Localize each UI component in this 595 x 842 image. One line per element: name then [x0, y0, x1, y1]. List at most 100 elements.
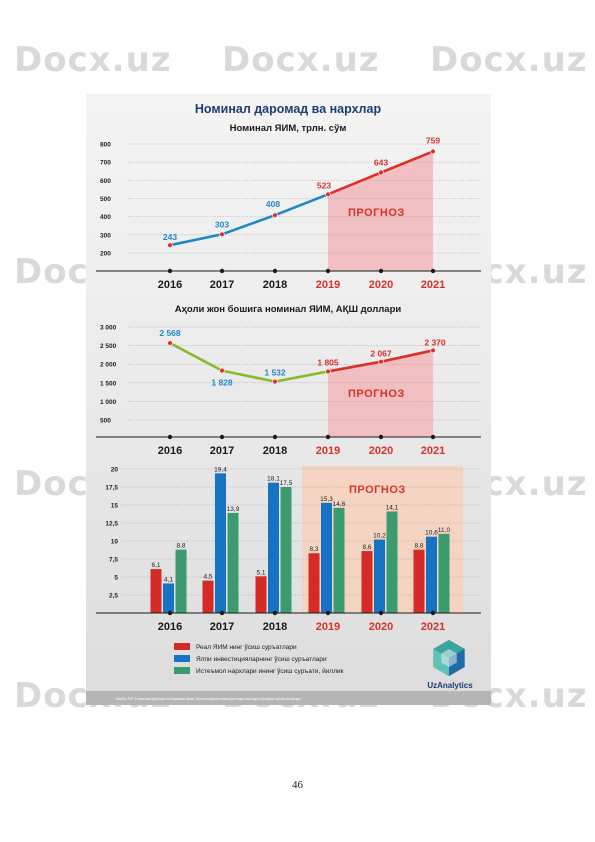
bar [386, 511, 398, 613]
legend-swatch [174, 655, 190, 662]
data-label: 10,6 [425, 530, 438, 537]
bar [374, 539, 385, 613]
bar [175, 549, 187, 613]
bar [215, 473, 226, 613]
data-label: 759 [426, 135, 440, 145]
forecast-area [328, 151, 433, 271]
x-axis-marker [272, 434, 278, 440]
y-tick-label: 5 [114, 575, 118, 582]
bar [426, 536, 437, 613]
x-tick-label: 2019 [316, 445, 340, 457]
y-tick-label: 12,5 [105, 521, 118, 528]
x-tick-label: 2020 [369, 279, 393, 291]
bar [255, 576, 267, 613]
logo-hexagon-icon [433, 640, 465, 676]
nominal-gdp-chart: Номинал ЯИМ, трлн. сўм 200 300 400 500 600 700… [96, 123, 481, 291]
data-label: 4,5 [203, 574, 212, 581]
watermark-text: Docx.uz [14, 40, 172, 80]
y-tick-label: 17,5 [105, 485, 118, 492]
x-axis-marker [325, 268, 331, 274]
data-label: 8,8 [414, 543, 423, 550]
data-label: 1 532 [264, 368, 286, 378]
bar [150, 569, 162, 613]
bar [268, 482, 279, 613]
data-label: 15,3 [320, 496, 333, 503]
x-tick-label: 2018 [263, 279, 287, 291]
x-axis-marker [430, 434, 436, 440]
data-label: 2 067 [370, 349, 392, 359]
gdp-per-capita-chart: Аҳоли жон бошига номинал ЯИМ, АҚШ доллар… [96, 304, 481, 457]
x-tick-label: 2016 [158, 279, 182, 291]
data-point [430, 148, 436, 155]
data-point [430, 347, 436, 354]
y-tick-label: 400 [100, 214, 111, 221]
y-tick-label: 500 [100, 418, 111, 425]
data-label: 1 805 [317, 357, 339, 367]
data-point [167, 340, 173, 346]
data-point [272, 378, 278, 385]
x-tick-label: 2021 [421, 279, 445, 291]
legend-label: Истеъмол нархлари ининг ўсиш суръати, йи… [196, 667, 344, 675]
y-tick-label: 7,5 [109, 557, 118, 564]
data-point [325, 191, 331, 198]
data-point [378, 359, 384, 365]
x-axis-marker [430, 610, 436, 616]
bar [438, 533, 450, 613]
data-label: 243 [163, 232, 177, 242]
bar [163, 583, 174, 613]
y-tick-label: 2 000 [100, 362, 117, 369]
forecast-label: ПРОГНОЗ [348, 388, 405, 400]
footnote-text: Манба: ЎзР Статистика қўмитаси ва Марказ… [116, 697, 301, 701]
data-label: 18,1 [267, 476, 280, 483]
y-tick-label: 2 500 [100, 343, 117, 350]
x-axis-marker [325, 610, 331, 616]
y-tick-label: 1 500 [100, 380, 117, 387]
forecast-area [328, 350, 433, 437]
data-label: 19,4 [214, 466, 227, 473]
legend-swatch [174, 667, 190, 674]
data-point [219, 231, 225, 237]
data-label: 643 [374, 158, 388, 168]
x-axis-marker [378, 434, 384, 440]
bar [333, 507, 345, 613]
data-point [272, 212, 278, 218]
data-label: 11,0 [438, 527, 451, 534]
growth-rates-bar-chart: ПРОГНОЗ 2,5 5 7,5 10 12,5 15 17,5 20 6,1 4,5 5,1 8,3… [96, 466, 481, 675]
legend-label: Реал ЯИМ нинг ўсиш суръатлари [196, 643, 297, 651]
x-tick-label: 2019 [316, 279, 340, 291]
x-tick-label: 2016 [158, 445, 182, 457]
x-axis-marker [378, 610, 384, 616]
x-tick-label: 2017 [210, 621, 234, 633]
x-axis-marker [378, 268, 384, 274]
x-tick-label: 2016 [158, 621, 182, 633]
y-tick-label: 10 [111, 539, 119, 546]
poster-title: Номинал даромад ва нархлар [195, 102, 382, 116]
y-tick-label: 20 [111, 467, 119, 474]
data-point [325, 368, 331, 375]
x-axis-marker [219, 434, 225, 440]
x-tick-label: 2021 [421, 621, 445, 633]
data-label: 8,8 [176, 543, 185, 550]
data-point [167, 242, 173, 248]
x-tick-label: 2019 [316, 621, 340, 633]
data-point [378, 169, 384, 176]
data-point [219, 367, 225, 374]
x-tick-label: 2017 [210, 445, 234, 457]
series-line-actual [169, 341, 329, 383]
x-axis-marker [272, 268, 278, 274]
infographic-poster: Номинал даромад ва нархлар Номинал ЯИМ, … [86, 94, 491, 705]
bar [280, 487, 292, 613]
data-label: 6,1 [151, 562, 160, 569]
y-tick-label: 1 000 [100, 399, 117, 406]
bar [361, 551, 373, 613]
data-label: 14,6 [333, 501, 346, 508]
forecast-label: ПРОГНОЗ [348, 207, 405, 219]
x-axis-marker [167, 434, 173, 440]
uzanalytics-logo: UzAnalytics [427, 640, 473, 690]
watermark-text: Docx.uz [430, 40, 588, 80]
y-tick-label: 800 [100, 142, 111, 149]
data-label: 303 [215, 219, 229, 229]
y-tick-label: 3 000 [100, 325, 117, 332]
x-axis-marker [167, 268, 173, 274]
y-tick-label: 700 [100, 160, 111, 167]
